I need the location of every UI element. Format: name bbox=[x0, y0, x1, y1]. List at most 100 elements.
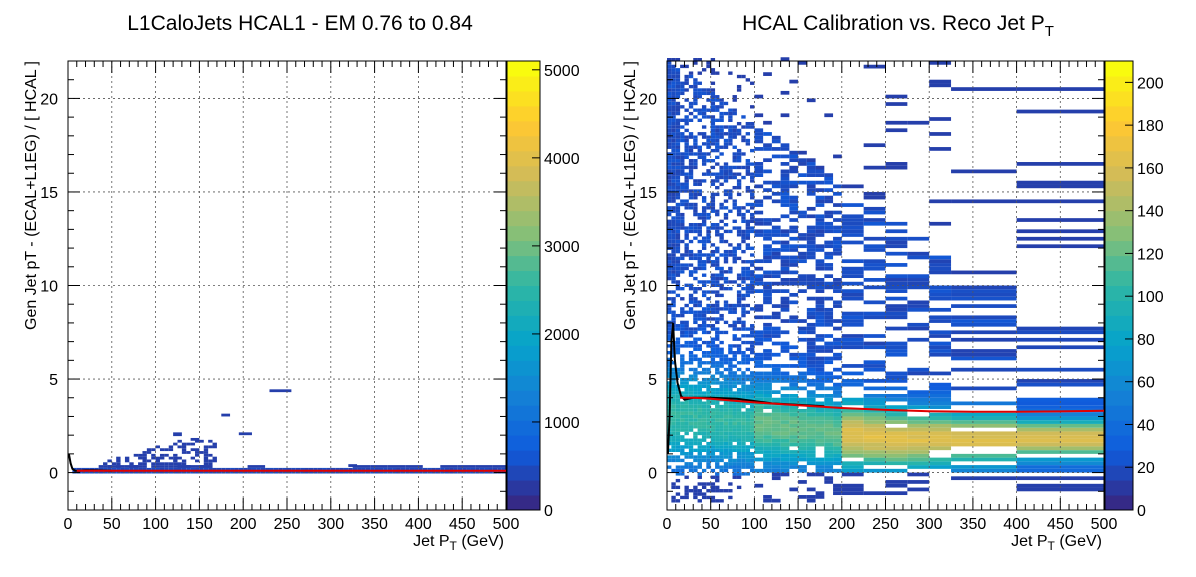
heatmap-cell bbox=[675, 441, 681, 446]
heatmap-cell bbox=[688, 334, 694, 338]
heatmap-cell bbox=[885, 221, 908, 226]
heatmap-cell bbox=[863, 143, 886, 148]
heatmap-cell bbox=[688, 111, 694, 116]
heatmap-cell bbox=[203, 451, 209, 454]
heatmap-cell bbox=[457, 465, 476, 468]
heatmap-cell bbox=[841, 442, 864, 447]
heatmap-cell bbox=[706, 216, 711, 220]
heatmap-cell bbox=[715, 223, 720, 227]
heatmap-cell bbox=[723, 189, 729, 193]
heatmap-cell bbox=[701, 115, 707, 119]
heatmap-cell bbox=[715, 337, 720, 341]
heatmap-cell bbox=[750, 226, 755, 230]
heatmap-cell bbox=[715, 478, 720, 483]
heatmap-cell bbox=[745, 165, 751, 170]
heatmap-cell bbox=[710, 495, 716, 500]
color-bar-segment bbox=[1105, 255, 1133, 272]
color-bar-segment bbox=[507, 75, 540, 92]
heatmap-cell bbox=[697, 71, 702, 75]
heatmap-cell bbox=[815, 296, 825, 301]
heatmap-cell bbox=[719, 273, 724, 277]
heatmap-cell bbox=[715, 71, 720, 75]
heatmap-cell bbox=[863, 427, 886, 432]
z-tick-label: 120 bbox=[1137, 246, 1164, 263]
heatmap-cell bbox=[736, 425, 742, 429]
heatmap-cell bbox=[671, 273, 676, 277]
heatmap-cell bbox=[706, 226, 711, 230]
heatmap-cell bbox=[763, 423, 772, 428]
heatmap-cell bbox=[710, 489, 716, 493]
heatmap-cell bbox=[701, 253, 707, 257]
heatmap-cell bbox=[806, 498, 816, 503]
heatmap-cell bbox=[1016, 367, 1104, 372]
heatmap-cell bbox=[754, 304, 764, 308]
heatmap-cell bbox=[688, 162, 694, 166]
heatmap-cell bbox=[181, 462, 187, 466]
heatmap-cell bbox=[951, 465, 1017, 469]
heatmap-cell bbox=[671, 381, 676, 385]
heatmap-cell bbox=[667, 239, 672, 244]
heatmap-cell bbox=[745, 132, 751, 136]
heatmap-cell bbox=[815, 420, 825, 424]
heatmap-cell bbox=[741, 340, 746, 345]
heatmap-cell bbox=[195, 448, 200, 452]
heatmap-cell bbox=[688, 148, 694, 153]
heatmap-cell bbox=[728, 428, 733, 432]
heatmap-cell bbox=[907, 285, 930, 290]
heatmap-cell bbox=[684, 74, 689, 79]
heatmap-cell bbox=[715, 179, 720, 183]
heatmap-cell bbox=[203, 448, 209, 452]
heatmap-cell bbox=[697, 212, 702, 217]
heatmap-cell bbox=[723, 172, 729, 176]
heatmap-cell bbox=[675, 492, 681, 496]
heatmap-cell bbox=[750, 192, 755, 197]
heatmap-cell bbox=[907, 435, 930, 439]
heatmap-cell bbox=[929, 307, 952, 312]
heatmap-cell bbox=[736, 165, 742, 170]
heatmap-cell bbox=[771, 390, 781, 395]
heatmap-cell bbox=[750, 263, 755, 267]
heatmap-cell bbox=[124, 456, 130, 460]
heatmap-cell bbox=[667, 105, 672, 109]
heatmap-cell bbox=[736, 374, 742, 378]
heatmap-cell bbox=[951, 356, 1017, 361]
heatmap-cell bbox=[706, 398, 711, 402]
heatmap-cell bbox=[680, 452, 685, 456]
heatmap-cell bbox=[824, 345, 834, 350]
heatmap-cell bbox=[741, 354, 746, 358]
heatmap-cell bbox=[833, 289, 842, 293]
heatmap-cell bbox=[671, 233, 676, 237]
heatmap-cell bbox=[684, 320, 689, 325]
heatmap-cell bbox=[719, 283, 724, 287]
heatmap-cell bbox=[706, 307, 711, 311]
heatmap-cell bbox=[680, 138, 685, 143]
heatmap-cell bbox=[671, 125, 676, 129]
heatmap-cell bbox=[693, 344, 698, 348]
heatmap-cell bbox=[667, 327, 672, 331]
heatmap-cell bbox=[754, 307, 764, 312]
heatmap-cell bbox=[951, 330, 1017, 335]
heatmap-cell bbox=[1016, 218, 1104, 222]
heatmap-cell bbox=[741, 438, 746, 442]
heatmap-cell bbox=[741, 135, 746, 139]
heatmap-cell bbox=[688, 223, 694, 227]
heatmap-cell bbox=[133, 453, 139, 457]
heatmap-cell bbox=[715, 330, 720, 335]
heatmap-cell bbox=[736, 391, 742, 395]
z-tick-label: 60 bbox=[1137, 375, 1155, 392]
heatmap-cell bbox=[710, 105, 716, 109]
heatmap-cell bbox=[789, 487, 799, 492]
heatmap-cell bbox=[815, 408, 825, 413]
heatmap-cell bbox=[736, 448, 742, 453]
heatmap-cell bbox=[815, 386, 825, 391]
heatmap-cell bbox=[732, 472, 737, 476]
color-bar-segment bbox=[507, 405, 540, 421]
heatmap-cell bbox=[750, 411, 755, 415]
heatmap-cell bbox=[815, 214, 825, 219]
heatmap-cell bbox=[667, 152, 672, 156]
heatmap-cell bbox=[710, 98, 716, 102]
heatmap-cell bbox=[780, 341, 790, 346]
heatmap-cell bbox=[815, 221, 825, 226]
heatmap-cell bbox=[675, 249, 681, 254]
heatmap-cell bbox=[885, 349, 908, 353]
